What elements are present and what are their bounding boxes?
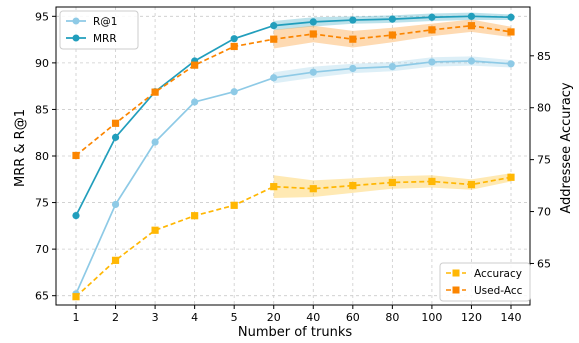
y-left-tick-label: 80: [35, 150, 49, 163]
point-r-1: [388, 63, 396, 71]
x-tick-label: 3: [152, 311, 159, 324]
y-left-tick-label: 65: [35, 290, 49, 303]
y-right-tick-label: 75: [537, 154, 551, 167]
legend-marker-r1: [72, 17, 80, 25]
y-left-tick-label: 85: [35, 103, 49, 116]
point-accuracy: [349, 181, 357, 190]
y-left-ticks: 65 70 75 80 85 90 95: [35, 10, 56, 303]
point-accuracy: [151, 226, 159, 234]
y-right-tick-label: 70: [537, 206, 551, 219]
point-r-1: [270, 74, 278, 82]
point-used-acc: [507, 28, 515, 36]
point-used-acc: [388, 31, 396, 39]
y-left-axis-title: MRR & R@1: [13, 109, 28, 187]
point-accuracy: [270, 183, 278, 191]
point-r-1: [428, 58, 436, 66]
point-mrr: [507, 13, 515, 21]
legend-label-r1: R@1: [93, 16, 117, 28]
x-tick-label: 5: [231, 311, 238, 324]
line-mrr: [75, 15, 512, 216]
y-right-ticks: 65 70 75 80 85: [530, 50, 551, 270]
x-axis-title: Number of trunks: [238, 325, 352, 340]
point-r-1: [309, 68, 317, 76]
point-accuracy: [467, 180, 476, 189]
point-r-1: [507, 60, 515, 68]
point-accuracy: [309, 185, 317, 193]
point-r-1: [467, 57, 476, 65]
legend-label-mrr: MRR: [93, 33, 117, 45]
legend-marker-mrr: [72, 34, 80, 42]
point-accuracy: [230, 201, 238, 209]
point-mrr: [72, 212, 80, 220]
x-tick-label: 1: [73, 311, 80, 324]
point-accuracy: [72, 293, 80, 301]
point-used-acc: [467, 22, 476, 30]
point-accuracy: [191, 212, 199, 220]
x-tick-label: 120: [461, 311, 482, 324]
point-accuracy: [428, 177, 436, 186]
y-left-tick-label: 90: [35, 57, 49, 70]
point-used-acc: [72, 151, 80, 160]
line-used-acc: [75, 24, 512, 157]
point-mrr: [349, 16, 357, 24]
point-accuracy: [507, 173, 515, 181]
point-mrr: [230, 35, 238, 43]
y-right-axis-title: Addressee Accuracy: [559, 82, 574, 214]
point-mrr: [270, 22, 278, 30]
line-r-1: [75, 60, 512, 295]
grid-lines: [56, 7, 530, 305]
legend-left: R@1 MRR: [59, 10, 139, 50]
x-ticks: 1 2 3 4 5 20 40 60 80 100 120 140: [73, 305, 522, 324]
point-mrr: [467, 12, 476, 20]
y-right-tick-label: 65: [537, 257, 551, 270]
point-mrr: [309, 18, 317, 26]
y-right-tick-label: 85: [537, 50, 551, 63]
legend-marker-used-acc: [452, 286, 460, 294]
point-used-acc: [151, 88, 159, 96]
series-markers: [72, 12, 515, 301]
x-tick-label: 20: [267, 311, 281, 324]
point-used-acc: [428, 26, 436, 34]
point-mrr: [388, 15, 396, 23]
point-accuracy: [388, 178, 396, 187]
x-tick-label: 100: [421, 311, 442, 324]
y-left-tick-label: 75: [35, 197, 49, 210]
point-mrr: [111, 133, 120, 141]
point-used-acc: [309, 30, 317, 38]
x-tick-label: 40: [306, 311, 320, 324]
point-used-acc: [270, 35, 278, 43]
x-tick-label: 4: [191, 311, 198, 324]
legend-right: Accuracy Used-Acc: [439, 262, 531, 302]
point-used-acc: [230, 42, 238, 51]
line-accuracy: [75, 176, 512, 298]
point-r-1: [349, 64, 357, 73]
point-used-acc: [349, 35, 357, 43]
x-tick-label: 2: [112, 311, 119, 324]
point-r-1: [191, 98, 199, 106]
point-used-acc: [191, 61, 199, 69]
x-tick-label: 60: [346, 311, 360, 324]
y-left-tick-label: 95: [35, 10, 49, 23]
legend-label-used-acc: Used-Acc: [474, 285, 523, 297]
point-accuracy: [111, 256, 120, 264]
point-r-1: [111, 200, 120, 209]
legend-label-accuracy: Accuracy: [474, 268, 522, 280]
x-tick-label: 80: [385, 311, 399, 324]
point-mrr: [428, 13, 436, 21]
point-r-1: [230, 88, 238, 96]
series-lines: [75, 15, 512, 298]
y-left-tick-label: 70: [35, 243, 49, 256]
point-used-acc: [111, 119, 120, 127]
point-r-1: [151, 138, 159, 146]
y-right-tick-label: 80: [537, 102, 551, 115]
x-tick-label: 140: [501, 311, 522, 324]
legend-marker-accuracy: [452, 269, 460, 277]
